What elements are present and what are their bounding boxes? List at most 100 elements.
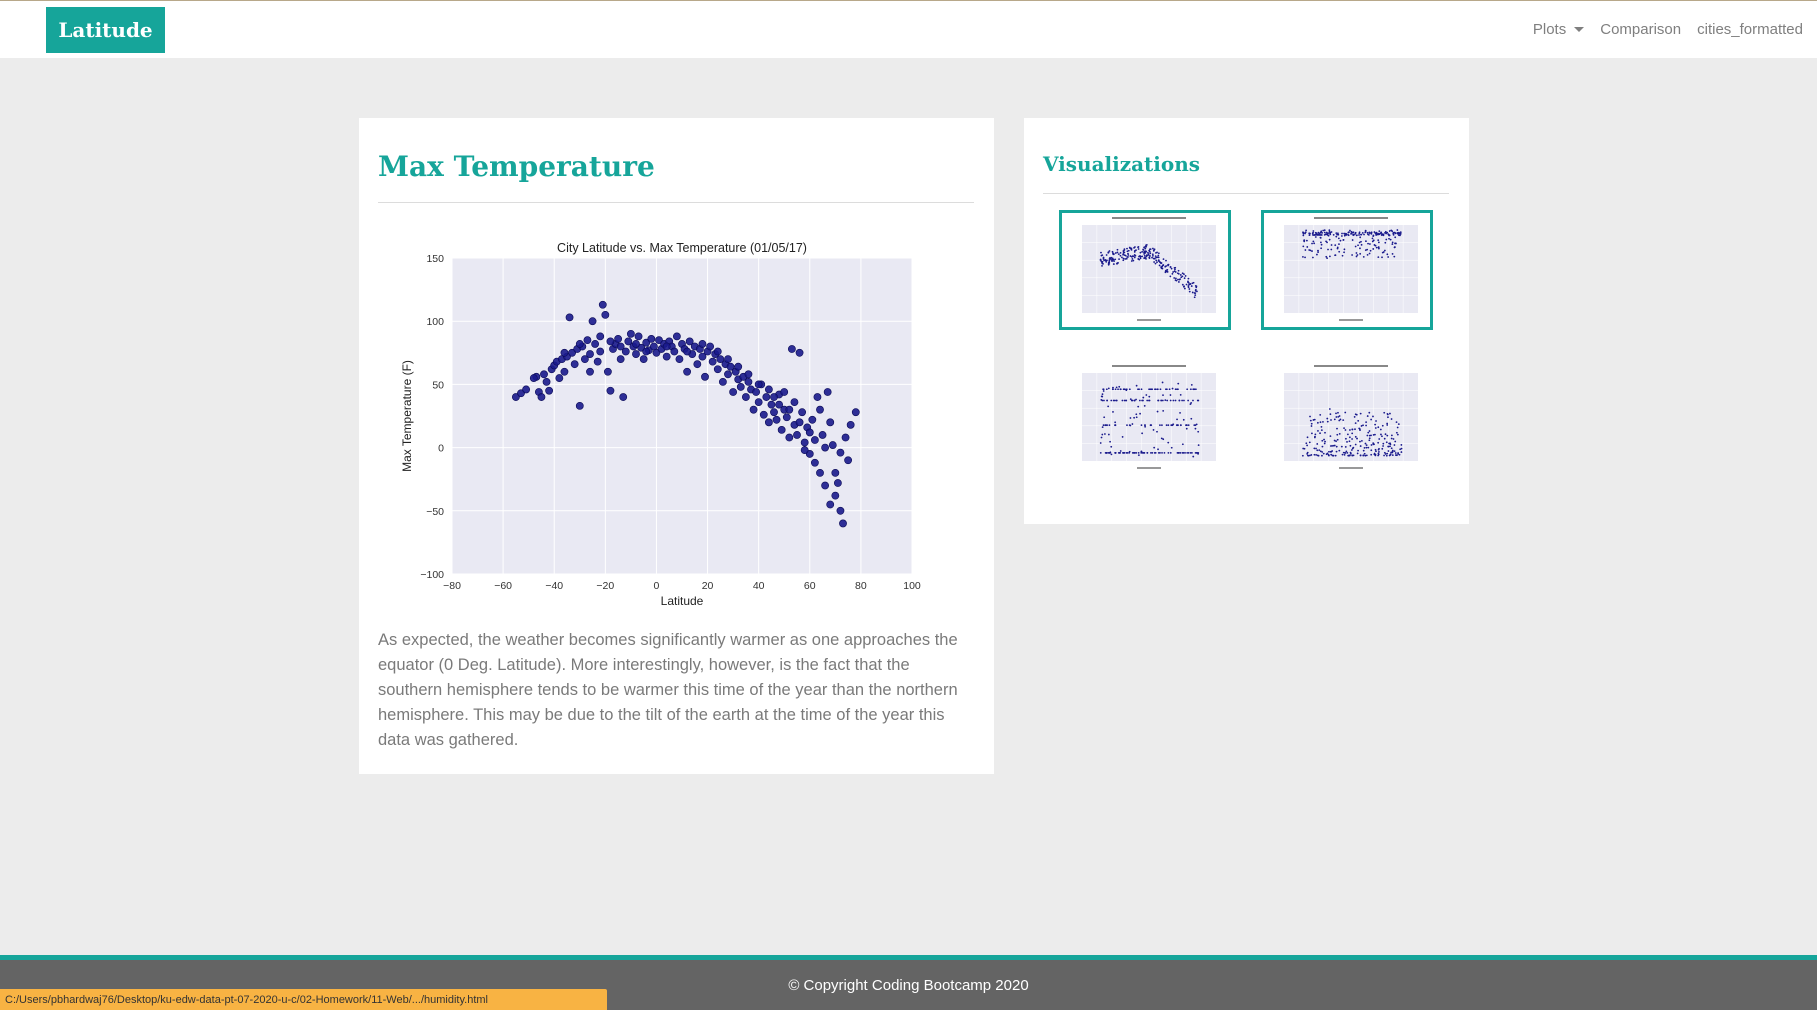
thumbnail-max-temperature[interactable] [1059, 210, 1231, 330]
thumbnail-point [1389, 445, 1391, 448]
thumbnail-point [1145, 243, 1148, 246]
thumbnail-point [1317, 430, 1319, 432]
thumbnail-point [1380, 231, 1383, 234]
thumbnail-point [1189, 388, 1192, 391]
thumbnail-wind-speed[interactable] [1264, 361, 1436, 481]
thumbnail-point [1400, 451, 1403, 453]
thumbnail-point [1380, 433, 1382, 436]
thumbnail-point [1146, 399, 1149, 402]
data-point [793, 431, 801, 439]
thumbnail-point [1319, 241, 1322, 244]
data-point [790, 398, 799, 406]
thumbnail-point [1392, 438, 1395, 440]
thumbnail-point [1170, 424, 1173, 427]
thumbnail-point [1177, 269, 1180, 272]
thumbnail-point [1101, 395, 1104, 398]
data-point [698, 340, 707, 348]
thumbnail-point [1378, 438, 1381, 440]
thumbnail-point [1390, 437, 1393, 440]
thumbnail-point [1368, 434, 1371, 437]
thumbnail-point [1302, 245, 1305, 248]
thumbnail-point [1338, 250, 1341, 253]
data-point [575, 340, 584, 348]
thumbnail-point [1105, 261, 1108, 263]
thumbnail-point [1152, 254, 1154, 257]
thumbnail-point [1389, 443, 1392, 446]
thumbnail-point [1185, 427, 1188, 430]
y-tick-label: 0 [438, 443, 444, 455]
browser-status-bar: C:/Users/pbhardwaj76/Desktop/ku-edw-data… [0, 989, 607, 1010]
thumbnail-point [1368, 231, 1371, 234]
thumbnail-point [1143, 405, 1146, 407]
thumbnail-point [1322, 229, 1325, 232]
thumbnail-point [1196, 399, 1199, 402]
y-tick-label: 100 [426, 316, 444, 328]
thumbnail-point [1146, 451, 1149, 454]
thumbnail-point [1370, 444, 1373, 446]
thumbnail-point [1356, 452, 1359, 455]
data-point [770, 408, 778, 417]
thumbnail-point [1348, 454, 1351, 457]
data-point [560, 367, 569, 376]
data-point [662, 342, 671, 351]
thumbnail-point [1306, 436, 1309, 439]
thumbnail-point [1377, 239, 1380, 242]
thumbnail-point [1139, 412, 1141, 415]
thumbnail-point [1133, 451, 1136, 454]
thumbnail-point [1354, 428, 1356, 431]
thumbnail-point [1342, 451, 1345, 454]
thumbnail-point [1389, 412, 1391, 415]
thumbnail-point [1322, 452, 1325, 455]
thumbnail-point [1108, 451, 1111, 454]
data-point [764, 418, 773, 427]
data-point [616, 342, 625, 351]
nav-plots-dropdown[interactable]: Plots [1533, 21, 1585, 38]
thumbnail-point [1360, 439, 1363, 442]
thumbnail-point [1321, 439, 1324, 442]
nav-cities-formatted-link[interactable]: cities_formatted [1697, 21, 1803, 38]
brand-logo-link[interactable]: Latitude [46, 7, 165, 53]
thumbnail-point [1385, 238, 1388, 241]
thumbnail-point [1194, 294, 1197, 297]
data-point [708, 357, 717, 366]
thumbnail-point [1143, 250, 1146, 253]
thumbnail-point [1131, 399, 1134, 402]
nav-comparison-link[interactable]: Comparison [1600, 21, 1682, 38]
thumbnail-point [1355, 413, 1358, 416]
thumbnail-point [1145, 255, 1148, 258]
thumbnail-point [1362, 449, 1365, 452]
thumbnail-point [1190, 383, 1193, 386]
thumbnail-point [1174, 268, 1176, 271]
thumbnail-point [1314, 236, 1317, 238]
thumbnail-point [1354, 231, 1357, 234]
thumbnail-humidity[interactable] [1261, 210, 1433, 330]
thumbnail-title-line [1314, 365, 1388, 367]
thumbnail-point [1108, 424, 1111, 427]
thumbnail-point [1133, 416, 1135, 419]
thumbnail-point [1176, 272, 1179, 275]
data-point [580, 355, 589, 364]
data-point [555, 374, 564, 382]
thumbnail-point [1134, 246, 1136, 248]
data-point [841, 433, 850, 442]
thumbnail-point [1305, 442, 1308, 445]
thumbnail-point [1352, 454, 1355, 457]
thumbnail-point [1177, 278, 1179, 281]
thumbnail-point [1326, 233, 1328, 236]
thumbnail-point [1162, 438, 1165, 441]
thumbnail-point [1188, 288, 1191, 290]
thumbnail-cloudiness[interactable] [1062, 361, 1234, 481]
thumbnail-point [1135, 398, 1137, 401]
thumbnail-point [1352, 446, 1355, 449]
thumbnail-point [1100, 436, 1103, 439]
thumbnail-point [1137, 451, 1140, 454]
thumbnail-point [1378, 233, 1381, 236]
thumbnail-point [1099, 451, 1102, 454]
thumbnail-point [1161, 451, 1163, 454]
thumbnail-point [1101, 393, 1104, 396]
thumbnail-point [1316, 233, 1319, 236]
thumbnail-point [1397, 234, 1400, 237]
thumbnail-point [1313, 447, 1316, 450]
thumbnail-point [1316, 449, 1319, 452]
thumbnail-point [1321, 451, 1324, 453]
